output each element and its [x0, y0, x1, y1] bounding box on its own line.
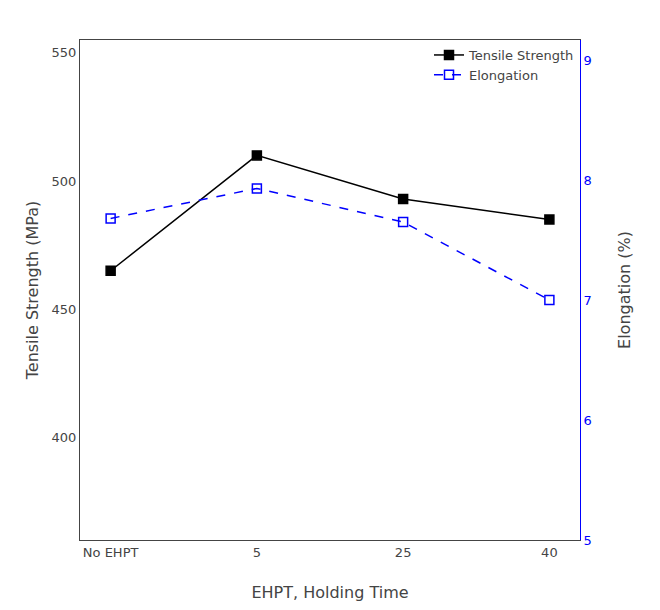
svg-text:9: 9 [584, 53, 592, 68]
svg-text:450: 450 [52, 302, 77, 317]
svg-text:550: 550 [52, 45, 77, 60]
svg-text:500: 500 [52, 174, 77, 189]
svg-text:400: 400 [52, 430, 77, 445]
svg-text:25: 25 [395, 545, 412, 560]
svg-text:Elongation: Elongation [469, 68, 538, 83]
svg-text:5: 5 [584, 533, 592, 548]
svg-text:7: 7 [584, 293, 592, 308]
svg-text:EHPT, Holding Time: EHPT, Holding Time [251, 583, 408, 602]
svg-text:6: 6 [584, 413, 592, 428]
svg-text:Tensile Strength (MPa): Tensile Strength (MPa) [23, 201, 42, 381]
svg-text:Tensile Strength: Tensile Strength [468, 48, 573, 63]
svg-text:5: 5 [253, 545, 261, 560]
svg-text:8: 8 [584, 173, 592, 188]
svg-text:Elongation (%): Elongation (%) [615, 231, 634, 349]
svg-text:No EHPT: No EHPT [83, 545, 139, 560]
svg-text:40: 40 [541, 545, 558, 560]
